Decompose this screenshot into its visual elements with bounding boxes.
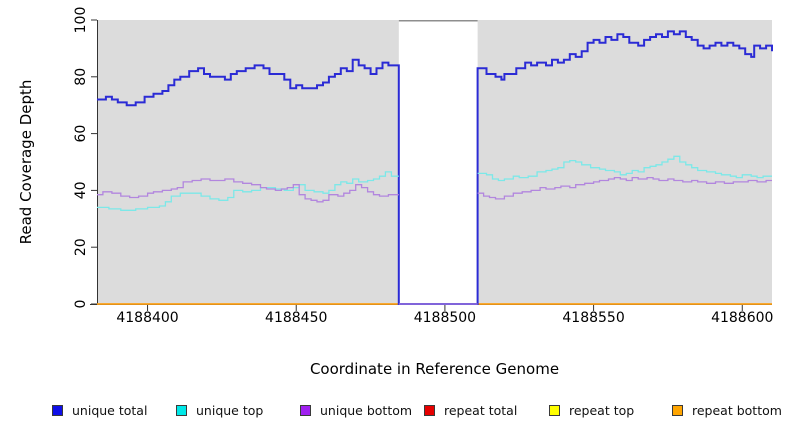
series-line-unique-top [97, 171, 399, 211]
legend-label: repeat top [569, 402, 635, 418]
legend-item-repeat-bottom: repeat bottom [672, 401, 782, 419]
x-tick-label: 4188450 [265, 310, 327, 326]
legend-swatch-unique-total [52, 404, 63, 416]
y-tick-label: 100 [73, 7, 89, 34]
x-tick-label: 4188400 [116, 310, 178, 326]
legend-label: unique bottom [320, 402, 413, 418]
legend-item-unique-bottom: unique bottom [300, 401, 412, 419]
legend-label: repeat total [444, 402, 518, 418]
legend-swatch-repeat-top [549, 404, 560, 416]
legend-label: repeat bottom [692, 402, 782, 418]
x-tick-label: 4188600 [711, 310, 773, 326]
legend-item-unique-total: unique total [52, 401, 147, 419]
y-tick-label: 60 [73, 125, 89, 143]
masked-region [398, 20, 478, 304]
legend-item-unique-top: unique top [176, 401, 263, 419]
series-line-unique-bottom [97, 178, 399, 203]
y-tick-label: 40 [73, 181, 89, 199]
legend-label: unique top [196, 402, 264, 418]
legend-item-repeat-total: repeat total [424, 401, 517, 419]
legend-swatch-repeat-bottom [672, 404, 683, 416]
y-tick-label: 80 [73, 68, 89, 86]
chart-legend: unique total unique top unique bottom repea… [0, 401, 792, 423]
x-tick-label: 4188550 [562, 310, 624, 326]
legend-swatch-unique-bottom [300, 404, 311, 416]
x-tick-label: 4188500 [414, 310, 476, 326]
series-line-unique-bottom [477, 176, 772, 200]
series-line-unique-total [97, 30, 773, 305]
y-axis-title: Read Coverage Depth [17, 80, 35, 245]
coverage-chart: 0 20 40 60 80 100 4188400 4188450 4188500 4188550… [17, 7, 773, 378]
legend-swatch-unique-top [176, 404, 187, 416]
legend-swatch-repeat-total [424, 404, 435, 416]
y-tick-label: 0 [73, 300, 89, 309]
legend-item-repeat-top: repeat top [549, 401, 634, 419]
legend-label: unique total [72, 402, 148, 418]
x-axis-title: Coordinate in Reference Genome [310, 360, 559, 378]
y-tick-label: 20 [73, 238, 89, 256]
series-line-unique-top [477, 155, 772, 182]
